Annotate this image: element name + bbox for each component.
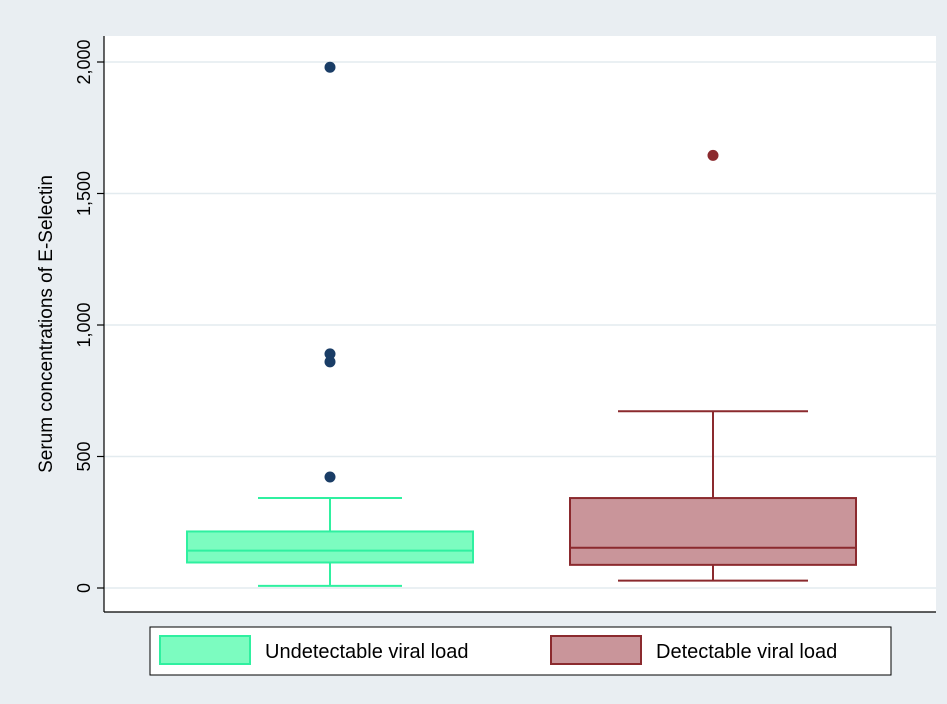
y-tick-label: 2,000 bbox=[74, 39, 94, 84]
y-tick-label: 0 bbox=[74, 583, 94, 593]
legend-label: Detectable viral load bbox=[656, 641, 837, 663]
y-axis: 0 500 1,000 1,500 2,000 bbox=[74, 36, 936, 613]
legend: Undetectable viral load Detectable viral … bbox=[149, 626, 892, 676]
box-group bbox=[569, 149, 857, 582]
iqr-box bbox=[569, 497, 857, 566]
outlier-point bbox=[324, 471, 336, 483]
legend-swatch bbox=[159, 635, 251, 665]
y-tick-label: 500 bbox=[74, 441, 94, 471]
y-tick-label: 1,000 bbox=[74, 302, 94, 347]
iqr-box bbox=[186, 530, 474, 564]
y-axis-title: Serum concentrations of E-Selectin bbox=[36, 175, 57, 473]
legend-box bbox=[149, 626, 892, 676]
grid-lines bbox=[104, 61, 936, 589]
y-tick-label: 1,500 bbox=[74, 171, 94, 216]
outlier-point bbox=[324, 356, 336, 368]
legend-label: Undetectable viral load bbox=[265, 641, 468, 663]
outlier-point bbox=[707, 149, 719, 161]
boxes bbox=[186, 61, 857, 587]
box-group bbox=[186, 61, 474, 587]
legend-swatch bbox=[550, 635, 642, 665]
outlier-point bbox=[324, 61, 336, 73]
outlier-point bbox=[324, 348, 336, 360]
